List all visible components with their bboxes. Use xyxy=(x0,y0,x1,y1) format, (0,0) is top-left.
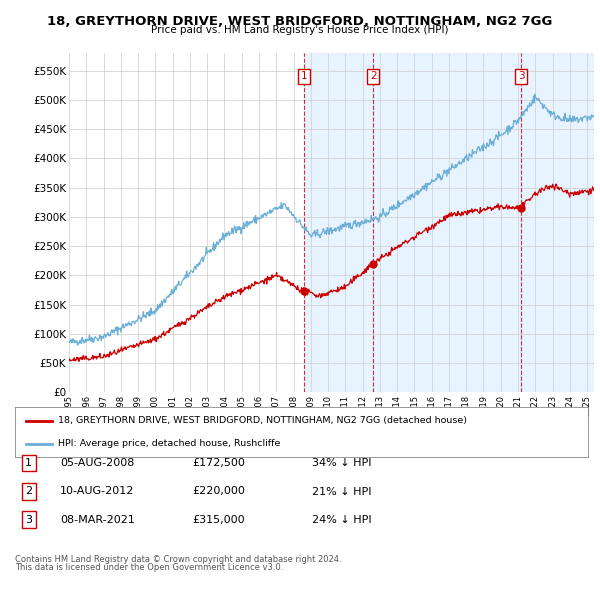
Text: 21% ↓ HPI: 21% ↓ HPI xyxy=(312,487,371,496)
Text: 1: 1 xyxy=(301,71,307,81)
Text: HPI: Average price, detached house, Rushcliffe: HPI: Average price, detached house, Rush… xyxy=(58,439,280,448)
Text: 3: 3 xyxy=(518,71,524,81)
Text: 05-AUG-2008: 05-AUG-2008 xyxy=(60,458,134,468)
Text: £315,000: £315,000 xyxy=(192,515,245,525)
Text: 10-AUG-2012: 10-AUG-2012 xyxy=(60,487,134,496)
Text: £220,000: £220,000 xyxy=(192,487,245,496)
Text: This data is licensed under the Open Government Licence v3.0.: This data is licensed under the Open Gov… xyxy=(15,563,283,572)
Bar xyxy=(373,53,521,392)
Text: 24% ↓ HPI: 24% ↓ HPI xyxy=(312,515,371,525)
Text: Price paid vs. HM Land Registry's House Price Index (HPI): Price paid vs. HM Land Registry's House … xyxy=(151,25,449,35)
Text: Contains HM Land Registry data © Crown copyright and database right 2024.: Contains HM Land Registry data © Crown c… xyxy=(15,555,341,563)
Text: 3: 3 xyxy=(25,515,32,525)
Text: 1: 1 xyxy=(25,458,32,468)
Text: £172,500: £172,500 xyxy=(192,458,245,468)
Bar xyxy=(521,53,594,392)
Text: 34% ↓ HPI: 34% ↓ HPI xyxy=(312,458,371,468)
Text: 08-MAR-2021: 08-MAR-2021 xyxy=(60,515,135,525)
Text: 2: 2 xyxy=(25,487,32,496)
Text: 2: 2 xyxy=(370,71,376,81)
Bar xyxy=(304,53,373,392)
Text: 18, GREYTHORN DRIVE, WEST BRIDGFORD, NOTTINGHAM, NG2 7GG: 18, GREYTHORN DRIVE, WEST BRIDGFORD, NOT… xyxy=(47,15,553,28)
Text: 18, GREYTHORN DRIVE, WEST BRIDGFORD, NOTTINGHAM, NG2 7GG (detached house): 18, GREYTHORN DRIVE, WEST BRIDGFORD, NOT… xyxy=(58,416,467,425)
